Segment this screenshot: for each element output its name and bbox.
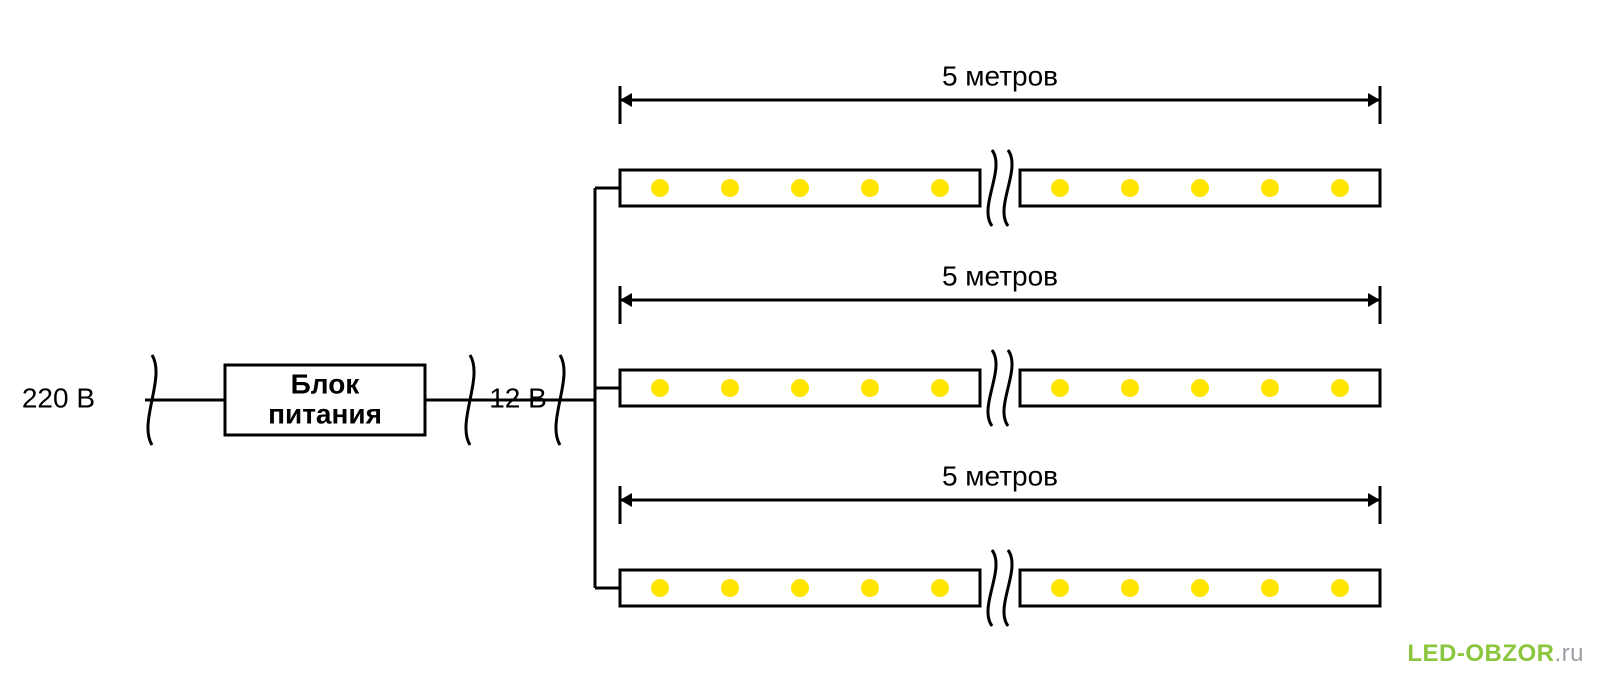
svg-text:220 В: 220 В bbox=[22, 382, 95, 413]
svg-text:5 метров: 5 метров bbox=[942, 60, 1058, 91]
svg-text:5 метров: 5 метров bbox=[942, 260, 1058, 291]
svg-text:питания: питания bbox=[268, 398, 382, 429]
wiring-diagram: 220 В Блокпитания 12 В 5 метров 5 метров 5 ме… bbox=[0, 0, 1600, 676]
svg-text:5 метров: 5 метров bbox=[942, 460, 1058, 491]
watermark: LED-OBZOR.ru bbox=[1407, 640, 1584, 668]
diagram-stage: 220 В Блокпитания 12 В 5 метров 5 метров 5 ме… bbox=[0, 0, 1600, 676]
svg-text:12 В: 12 В bbox=[489, 382, 547, 413]
svg-text:Блок: Блок bbox=[291, 368, 361, 399]
watermark-brand: LED-OBZOR bbox=[1407, 640, 1554, 667]
watermark-suffix: .ru bbox=[1554, 640, 1584, 667]
